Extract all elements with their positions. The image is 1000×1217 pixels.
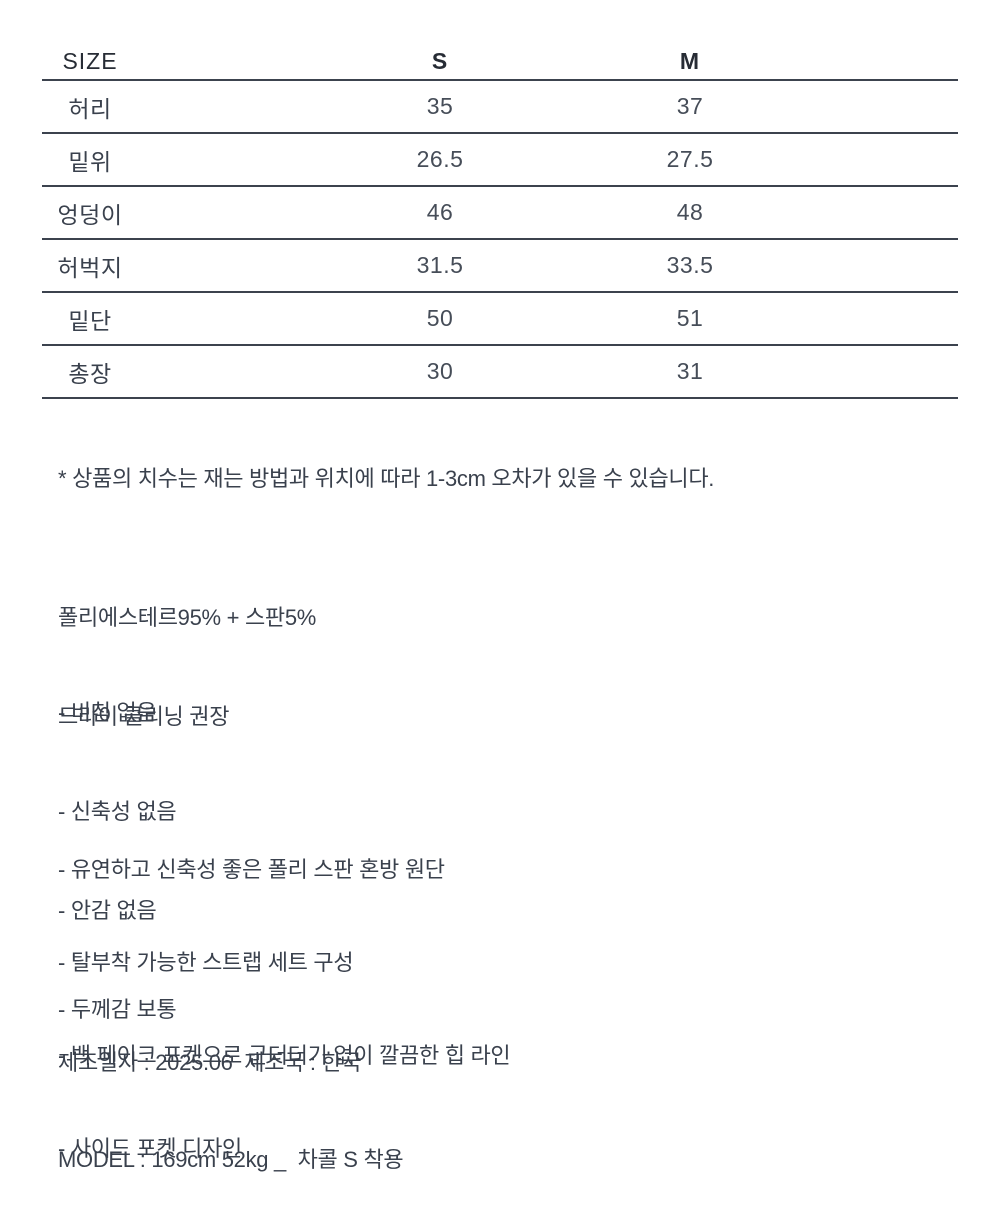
size-table-header-row: SIZE S M bbox=[42, 44, 958, 81]
feature-item: - 유연하고 신축성 좋은 폴리 스판 혼방 원단 bbox=[58, 857, 445, 882]
row-label: 총장 bbox=[68, 360, 112, 387]
table-row-hip: 엉덩이 46 48 bbox=[42, 187, 958, 240]
cell-s: 35 bbox=[426, 93, 454, 119]
feature-item: - 백 페이크 포켓으로 군더더기 없이 깔끔한 힙 라인 bbox=[58, 1043, 511, 1068]
table-row-thigh: 허벅지 31.5 33.5 bbox=[42, 240, 958, 293]
care-instruction: 드라이 클리닝 권장 bbox=[58, 704, 230, 729]
cell-s: 30 bbox=[426, 358, 454, 384]
property-item: - 비침 없음 bbox=[58, 700, 157, 725]
size-disclaimer-note: * 상품의 치수는 재는 방법과 위치에 따라 1-3cm 오차가 있을 수 있… bbox=[58, 466, 715, 491]
row-label: 허벅지 bbox=[57, 254, 123, 281]
cell-m: 37 bbox=[676, 93, 704, 119]
fabric-info: 폴리에스테르95% + 스판5% 드라이 클리닝 권장 bbox=[58, 535, 316, 799]
table-row-rise: 밑위 26.5 27.5 bbox=[42, 134, 958, 187]
cell-s: 46 bbox=[426, 199, 454, 225]
cell-m: 48 bbox=[676, 199, 704, 225]
feature-item: - 사이드 포켓 디자인 bbox=[58, 1136, 242, 1161]
model-info: MODEL : 169cm 52kg _ 차콜 S 착용 bbox=[58, 1147, 404, 1172]
property-item: - 안감 없음 bbox=[58, 898, 157, 923]
size-table: SIZE S M 허리 35 37 밑위 26.5 27.5 엉덩이 46 48… bbox=[42, 44, 958, 399]
fabric-properties-list: - 비침 없음 - 신축성 없음 - 안감 없음 - 두께감 보통 bbox=[58, 630, 177, 1092]
cell-s: 50 bbox=[426, 305, 454, 331]
table-row-hem: 밑단 50 51 bbox=[42, 293, 958, 346]
row-label: 밑단 bbox=[68, 307, 112, 334]
table-row-total-length: 총장 30 31 bbox=[42, 346, 958, 399]
manufacture-info: 제조일자 : 2025.06 제조국 : 한국 bbox=[58, 1050, 362, 1075]
size-table-header-m: M bbox=[679, 48, 701, 74]
cell-s: 26.5 bbox=[416, 146, 464, 172]
property-item: - 신축성 없음 bbox=[58, 799, 177, 824]
cell-m: 51 bbox=[676, 305, 704, 331]
feature-item: - 탈부착 가능한 스트랩 세트 구성 bbox=[58, 950, 354, 975]
table-row-waist: 허리 35 37 bbox=[42, 81, 958, 134]
fabric-composition: 폴리에스테르95% + 스판5% bbox=[58, 605, 317, 630]
property-item: - 두께감 보통 bbox=[58, 997, 177, 1022]
size-table-header-label: SIZE bbox=[62, 48, 118, 74]
feature-list: - 유연하고 신축성 좋은 폴리 스판 혼방 원단 - 탈부착 가능한 스트랩 … bbox=[58, 792, 511, 1217]
cell-m: 27.5 bbox=[666, 146, 714, 172]
cell-m: 33.5 bbox=[666, 252, 714, 278]
cell-m: 31 bbox=[676, 358, 704, 384]
row-label: 허리 bbox=[68, 95, 112, 122]
size-table-header-s: S bbox=[431, 48, 449, 74]
row-label: 엉덩이 bbox=[57, 201, 123, 228]
cell-s: 31.5 bbox=[416, 252, 464, 278]
row-label: 밑위 bbox=[68, 148, 112, 175]
